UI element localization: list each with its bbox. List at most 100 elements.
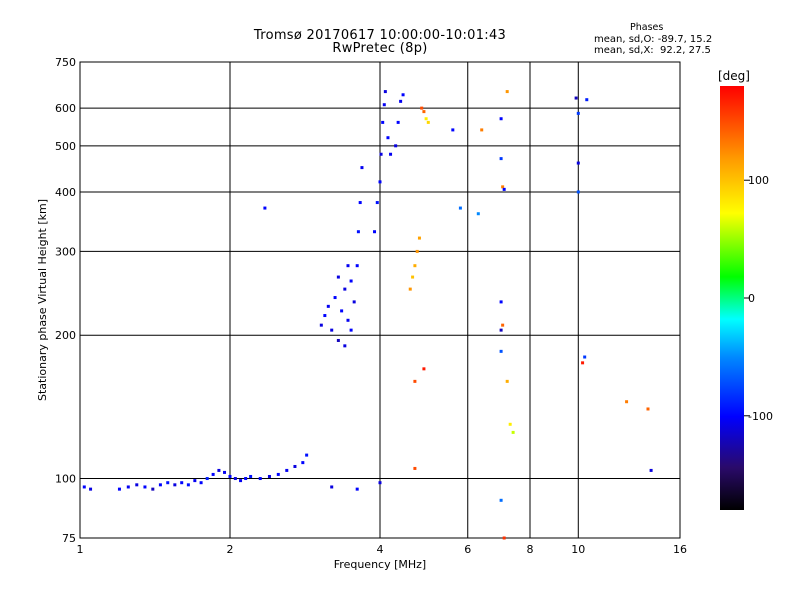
data-point bbox=[401, 93, 405, 97]
data-point bbox=[505, 90, 509, 94]
data-point bbox=[458, 206, 462, 210]
data-point bbox=[249, 474, 253, 478]
data-point bbox=[581, 361, 585, 365]
chart-title: Tromsø 20170617 10:00:00-10:01:43 bbox=[253, 28, 507, 43]
data-point bbox=[451, 128, 455, 132]
data-point bbox=[126, 485, 130, 489]
data-point bbox=[408, 287, 412, 291]
data-point bbox=[343, 287, 347, 291]
data-point bbox=[502, 187, 506, 191]
data-point bbox=[499, 300, 503, 304]
data-point bbox=[381, 120, 385, 124]
data-point bbox=[511, 430, 515, 434]
data-point bbox=[399, 99, 403, 103]
data-point bbox=[117, 487, 121, 491]
data-point bbox=[82, 485, 86, 489]
y-tick-label: 600 bbox=[55, 102, 76, 115]
data-point bbox=[199, 481, 203, 485]
data-point bbox=[158, 483, 162, 487]
data-point bbox=[228, 474, 232, 478]
data-point bbox=[379, 152, 383, 156]
data-point bbox=[349, 328, 353, 332]
y-tick-label: 500 bbox=[55, 140, 76, 153]
data-point bbox=[223, 470, 227, 474]
data-point bbox=[355, 264, 359, 268]
data-point bbox=[499, 157, 503, 161]
data-point bbox=[585, 98, 589, 102]
data-point bbox=[378, 481, 382, 485]
data-point bbox=[135, 483, 139, 487]
y-tick-label: 300 bbox=[55, 245, 76, 258]
data-point bbox=[360, 166, 364, 170]
data-point bbox=[649, 468, 653, 472]
y-tick-label: 750 bbox=[55, 56, 76, 69]
data-point bbox=[378, 180, 382, 184]
data-point bbox=[499, 117, 503, 121]
phases-o-stats: mean, sd,O: -89.7, 15.2 bbox=[594, 34, 713, 45]
data-point bbox=[576, 190, 580, 194]
data-point bbox=[233, 477, 237, 481]
data-point bbox=[330, 485, 334, 489]
data-point bbox=[173, 483, 177, 487]
data-point bbox=[646, 407, 650, 411]
data-point bbox=[422, 110, 426, 114]
data-point bbox=[382, 103, 386, 107]
data-point bbox=[180, 481, 184, 485]
data-point bbox=[89, 487, 93, 491]
y-tick-label: 400 bbox=[55, 186, 76, 199]
data-point bbox=[583, 355, 587, 359]
y-tick-label: 75 bbox=[62, 532, 76, 545]
data-point bbox=[205, 477, 209, 481]
data-point bbox=[413, 379, 417, 383]
data-point bbox=[326, 304, 330, 308]
data-point bbox=[396, 120, 400, 124]
data-point bbox=[499, 328, 503, 332]
colorbar bbox=[720, 86, 744, 510]
data-point bbox=[358, 201, 362, 205]
colorbar-tick-label: 100 bbox=[748, 174, 769, 187]
data-point bbox=[375, 201, 379, 205]
x-tick-label: 16 bbox=[673, 543, 687, 556]
y-axis-label: Stationary phase Virtual Height [km] bbox=[36, 199, 49, 401]
x-tick-label: 4 bbox=[377, 543, 384, 556]
data-point bbox=[424, 117, 428, 121]
data-point bbox=[319, 323, 323, 327]
data-point bbox=[480, 128, 484, 132]
data-point bbox=[389, 152, 393, 156]
data-point bbox=[413, 466, 417, 470]
x-tick-label: 2 bbox=[227, 543, 234, 556]
chart-subtitle: RwPretec (8p) bbox=[332, 41, 428, 56]
data-point bbox=[349, 279, 353, 283]
data-point bbox=[151, 487, 155, 491]
x-axis-label: Frequency [MHz] bbox=[334, 558, 426, 571]
data-point bbox=[333, 296, 337, 300]
data-point bbox=[323, 314, 327, 318]
data-point bbox=[502, 536, 506, 540]
data-point bbox=[166, 481, 170, 485]
data-point bbox=[505, 379, 509, 383]
data-point bbox=[336, 338, 340, 342]
data-point bbox=[355, 487, 359, 491]
data-point bbox=[501, 185, 505, 189]
data-point bbox=[411, 275, 415, 279]
data-point bbox=[508, 422, 512, 426]
data-point bbox=[417, 236, 421, 240]
data-point bbox=[267, 474, 271, 478]
data-point bbox=[285, 468, 289, 472]
data-point bbox=[576, 161, 580, 165]
data-point bbox=[383, 90, 387, 94]
data-point bbox=[352, 300, 356, 304]
data-point bbox=[386, 136, 390, 140]
x-tick-label: 6 bbox=[464, 543, 471, 556]
data-point bbox=[301, 461, 305, 465]
data-point bbox=[394, 144, 398, 148]
data-point bbox=[336, 275, 340, 279]
data-point bbox=[263, 206, 267, 210]
data-point bbox=[356, 230, 360, 234]
data-point bbox=[343, 344, 347, 348]
data-point bbox=[499, 349, 503, 353]
data-point bbox=[501, 323, 505, 327]
x-tick-label: 10 bbox=[571, 543, 585, 556]
data-point bbox=[426, 120, 430, 124]
